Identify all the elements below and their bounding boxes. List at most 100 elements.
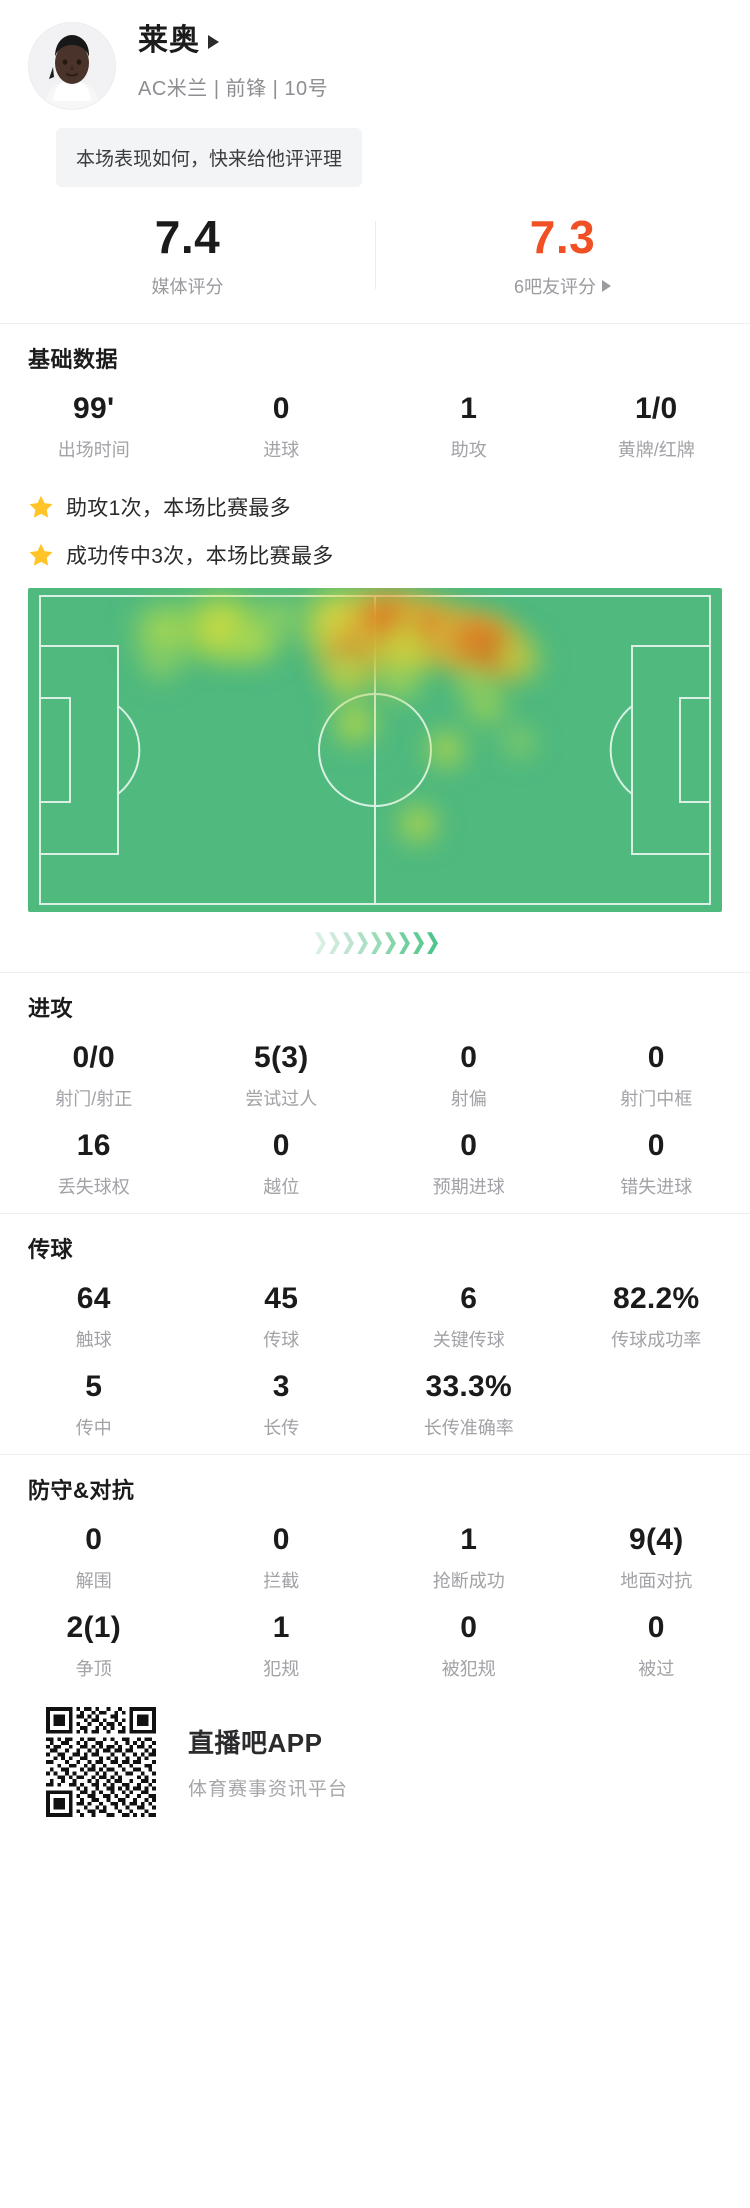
stat-cell: 6 关键传球 bbox=[375, 1282, 563, 1352]
stat-label: 关键传球 bbox=[432, 1330, 505, 1351]
fan-rating-label-text: 6吧友评分 bbox=[513, 277, 596, 298]
stat-cell: 1 犯规 bbox=[188, 1611, 376, 1681]
section-title-basic: 基础数据 bbox=[28, 347, 119, 373]
stat-row: 0/0 射门/射正 5(3) 尝试过人 0 射偏 0 射门中框 bbox=[0, 1041, 750, 1111]
stat-label: 解围 bbox=[75, 1571, 112, 1592]
stat-label: 传球 bbox=[263, 1330, 300, 1351]
stat-cell: 45 传球 bbox=[188, 1282, 376, 1352]
stat-cell: 9(4) 地面对抗 bbox=[563, 1523, 750, 1593]
app-tagline: 体育赛事资讯平台 bbox=[188, 1779, 349, 1801]
heatmap-pitch[interactable] bbox=[28, 588, 722, 913]
stat-value: 1 bbox=[460, 392, 478, 426]
stat-cell: 0 越位 bbox=[188, 1129, 376, 1199]
qr-code-icon[interactable] bbox=[46, 1707, 156, 1818]
stat-label: 抢断成功 bbox=[432, 1571, 505, 1592]
player-meta: AC米兰 | 前锋 | 10号 bbox=[138, 78, 329, 100]
highlights-list: 助攻1次，本场比赛最多 成功传中3次，本场比赛最多 bbox=[0, 492, 750, 570]
player-portrait-icon bbox=[29, 23, 115, 109]
stat-label: 犯规 bbox=[263, 1659, 300, 1680]
stat-cell: 16 丢失球权 bbox=[0, 1129, 188, 1199]
heatmap-overlay bbox=[28, 588, 722, 912]
stat-cell-empty bbox=[563, 1370, 750, 1440]
stat-value: 45 bbox=[264, 1282, 299, 1316]
stat-label: 传中 bbox=[75, 1418, 112, 1439]
stat-label: 长传 bbox=[263, 1418, 300, 1439]
divider bbox=[0, 1454, 750, 1456]
stat-label: 黄牌/红牌 bbox=[617, 440, 695, 461]
highlight-text: 助攻1次，本场比赛最多 bbox=[66, 497, 291, 521]
stat-row: 99' 出场时间 0 进球 1 助攻 1/0 黄牌/红牌 bbox=[0, 392, 750, 462]
stat-value: 1/0 bbox=[634, 392, 678, 426]
stat-label: 进球 bbox=[263, 440, 300, 461]
chevron-right-icon bbox=[343, 932, 354, 955]
section-title-passing: 传球 bbox=[28, 1237, 74, 1263]
stat-cell: 1 抢断成功 bbox=[375, 1523, 563, 1593]
stat-cell: 0 错失进球 bbox=[563, 1129, 750, 1199]
chevron-right-icon bbox=[329, 932, 340, 955]
stat-label: 尝试过人 bbox=[245, 1089, 318, 1110]
stat-cell: 64 触球 bbox=[0, 1282, 188, 1352]
stat-label: 射门中框 bbox=[620, 1089, 693, 1110]
stat-row: 2(1) 争顶 1 犯规 0 被犯规 0 被过 bbox=[0, 1611, 750, 1681]
stat-value: 99' bbox=[73, 392, 115, 426]
triangle-right-icon[interactable] bbox=[602, 280, 611, 293]
highlight-item: 成功传中3次，本场比赛最多 bbox=[28, 540, 750, 570]
stat-cell: 1/0 黄牌/红牌 bbox=[563, 392, 750, 462]
stat-cell: 3 长传 bbox=[188, 1370, 376, 1440]
swipe-hint[interactable] bbox=[28, 928, 722, 958]
stat-label: 拦截 bbox=[263, 1571, 300, 1592]
highlight-item: 助攻1次，本场比赛最多 bbox=[28, 492, 750, 522]
app-promo-footer: 直播吧APP 体育赛事资讯平台 bbox=[0, 1681, 750, 1818]
heatmap-wrap bbox=[0, 588, 750, 958]
stat-cell: 0 拦截 bbox=[188, 1523, 376, 1593]
stat-value: 0 bbox=[647, 1129, 665, 1163]
stat-cell: 2(1) 争顶 bbox=[0, 1611, 188, 1681]
fan-rating[interactable]: 7.3 6吧友评分 bbox=[375, 213, 750, 299]
stat-cell: 0 被犯规 bbox=[375, 1611, 563, 1681]
app-name: 直播吧APP bbox=[188, 1728, 323, 1759]
avatar[interactable] bbox=[28, 22, 116, 110]
stat-value: 1 bbox=[272, 1611, 290, 1645]
stat-value: 0 bbox=[85, 1523, 103, 1557]
section-title-attack: 进攻 bbox=[28, 996, 74, 1022]
divider bbox=[0, 323, 750, 325]
divider bbox=[0, 1213, 750, 1215]
stat-row: 0 解围 0 拦截 1 抢断成功 9(4) 地面对抗 bbox=[0, 1523, 750, 1593]
ratings-row: 7.4 媒体评分 7.3 6吧友评分 bbox=[0, 213, 750, 309]
stat-cell: 1 助攻 bbox=[375, 392, 563, 462]
stat-value: 6 bbox=[460, 1282, 478, 1316]
fan-rating-label[interactable]: 6吧友评分 bbox=[514, 273, 611, 299]
stat-cell: 0 射门中框 bbox=[563, 1041, 750, 1111]
stat-label: 错失进球 bbox=[620, 1177, 693, 1198]
stat-value: 0 bbox=[647, 1041, 665, 1075]
stat-value: 0 bbox=[460, 1129, 478, 1163]
chevron-right-icon bbox=[357, 932, 368, 955]
media-rating-label-text: 媒体评分 bbox=[151, 277, 224, 298]
stat-value: 0 bbox=[272, 1129, 290, 1163]
highlight-text: 成功传中3次，本场比赛最多 bbox=[66, 545, 334, 569]
stat-cell: 5(3) 尝试过人 bbox=[188, 1041, 376, 1111]
stat-label: 出场时间 bbox=[57, 440, 130, 461]
stat-value: 0 bbox=[272, 392, 290, 426]
star-icon bbox=[29, 496, 53, 518]
stat-cell: 0 解围 bbox=[0, 1523, 188, 1593]
stat-label: 长传准确率 bbox=[423, 1418, 514, 1439]
chevron-right-icon bbox=[413, 932, 424, 955]
triangle-right-icon[interactable] bbox=[208, 35, 219, 49]
player-identity: 莱奥 AC米兰 | 前锋 | 10号 bbox=[138, 22, 328, 101]
player-name-row[interactable]: 莱奥 bbox=[138, 26, 328, 56]
stat-row: 64 触球 45 传球 6 关键传球 82.2% 传球成功率 bbox=[0, 1282, 750, 1352]
stat-label: 预期进球 bbox=[432, 1177, 505, 1198]
stat-value: 64 bbox=[76, 1282, 111, 1316]
prompt-banner[interactable]: 本场表现如何，快来给他评评理 bbox=[56, 128, 363, 187]
stat-label: 争顶 bbox=[75, 1659, 112, 1680]
stat-label: 射门/射正 bbox=[55, 1089, 133, 1110]
stat-cell: 0/0 射门/射正 bbox=[0, 1041, 188, 1111]
stat-value: 5 bbox=[85, 1370, 103, 1404]
stat-value: 9(4) bbox=[628, 1523, 684, 1557]
stat-label: 丢失球权 bbox=[57, 1177, 130, 1198]
chevron-right-icon bbox=[399, 932, 410, 955]
stat-value: 16 bbox=[76, 1129, 111, 1163]
media-rating-value: 7.4 bbox=[154, 211, 221, 263]
divider bbox=[0, 972, 750, 974]
